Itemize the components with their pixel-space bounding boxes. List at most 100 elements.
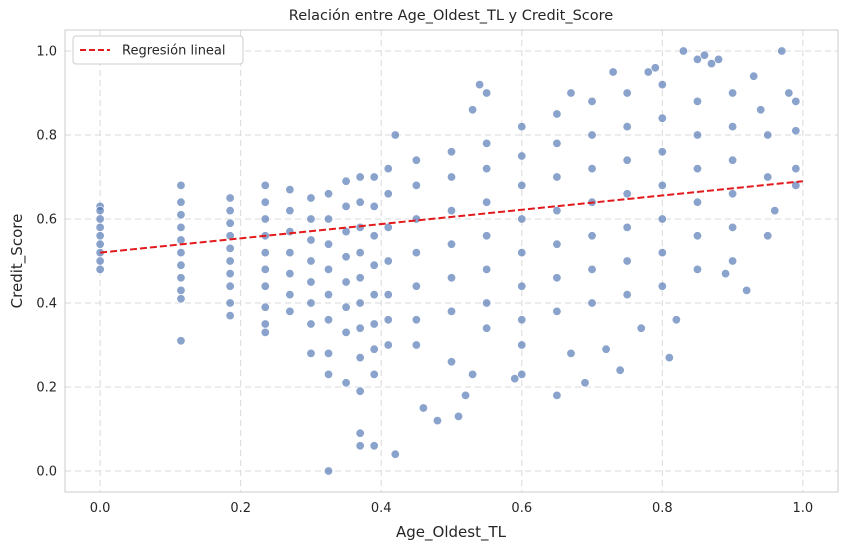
scatter-point [784, 88, 794, 98]
scatter-point [446, 206, 456, 216]
scatter-point [446, 172, 456, 182]
scatter-point [369, 201, 379, 211]
scatter-point [260, 180, 270, 190]
scatter-point [225, 298, 235, 308]
scatter-point [306, 214, 316, 224]
scatter-point [517, 122, 527, 132]
scatter-point [622, 189, 632, 199]
scatter-point [411, 180, 421, 190]
y-tick-label: 0.8 [36, 129, 57, 144]
scatter-point [355, 248, 365, 258]
scatter-point [260, 281, 270, 291]
scatter-point [692, 54, 702, 64]
scatter-point [552, 239, 562, 249]
scatter-point [643, 67, 653, 77]
scatter-point [383, 222, 393, 232]
scatter-point [390, 449, 400, 459]
scatter-point [306, 298, 316, 308]
scatter-point [622, 155, 632, 165]
x-tick-label: 0.0 [90, 501, 111, 516]
scatter-point [510, 374, 520, 384]
scatter-point [482, 323, 492, 333]
scatter-point [552, 273, 562, 283]
scatter-point [552, 390, 562, 400]
scatter-point [517, 180, 527, 190]
scatter-point [341, 201, 351, 211]
scatter-point [383, 340, 393, 350]
scatter-point [260, 327, 270, 337]
scatter-point [475, 80, 485, 90]
scatter-point [306, 277, 316, 287]
scatter-point [482, 264, 492, 274]
scatter-point [355, 441, 365, 451]
scatter-point [383, 290, 393, 300]
scatter-point [587, 164, 597, 174]
scatter-point [383, 315, 393, 325]
scatter-point [468, 105, 478, 115]
scatter-point [225, 256, 235, 266]
y-tick-label: 0.4 [36, 297, 57, 312]
x-tick-label: 1.0 [793, 501, 814, 516]
scatter-point [566, 88, 576, 98]
scatter-point [176, 273, 186, 283]
scatter-point [517, 340, 527, 350]
scatter-point [369, 369, 379, 379]
scatter-point [355, 172, 365, 182]
scatter-point [791, 96, 801, 106]
scatter-point [369, 172, 379, 182]
scatter-point [306, 319, 316, 329]
legend-label-regresion: Regresión lineal [122, 44, 226, 59]
scatter-point [225, 269, 235, 279]
scatter-point [176, 197, 186, 207]
scatter-point [225, 243, 235, 253]
scatter-point [176, 222, 186, 232]
scatter-point [517, 151, 527, 161]
scatter-point [369, 319, 379, 329]
scatter-point [176, 248, 186, 258]
scatter-point [285, 290, 295, 300]
scatter-point [306, 348, 316, 358]
scatter-point [692, 130, 702, 140]
scatter-point [341, 176, 351, 186]
scatter-point [552, 172, 562, 182]
scatter-point [482, 298, 492, 308]
scatter-point [369, 260, 379, 270]
scatter-point [482, 164, 492, 174]
scatter-point [411, 281, 421, 291]
scatter-point [601, 344, 611, 354]
scatter-point [306, 193, 316, 203]
scatter-point [324, 264, 334, 274]
scatter-point [324, 348, 334, 358]
scatter-point [587, 130, 597, 140]
scatter-point [552, 109, 562, 119]
scatter-point [176, 260, 186, 270]
scatter-point [95, 256, 105, 266]
scatter-point [285, 206, 295, 216]
scatter-point [446, 306, 456, 316]
scatter-point [390, 130, 400, 140]
scatter-point [95, 222, 105, 232]
scatter-point [260, 197, 270, 207]
scatter-point [341, 378, 351, 388]
scatter-point [615, 365, 625, 375]
scatter-point [95, 231, 105, 241]
scatter-point [728, 122, 738, 132]
scatter-point [411, 155, 421, 165]
scatter-point [777, 46, 787, 56]
scatter-point [225, 311, 235, 321]
scatter-point [657, 180, 667, 190]
scatter-point [622, 122, 632, 132]
chart-title: Relación entre Age_Oldest_TL y Credit_Sc… [289, 8, 614, 24]
scatter-point [324, 189, 334, 199]
scatter-point [552, 206, 562, 216]
x-tick-label: 0.8 [652, 501, 673, 516]
scatter-point [657, 248, 667, 258]
scatter-point [341, 277, 351, 287]
scatter-point [763, 231, 773, 241]
scatter-point [446, 239, 456, 249]
scatter-point [657, 113, 667, 123]
scatter-point [369, 231, 379, 241]
scatter-point [285, 185, 295, 195]
scatter-point [225, 206, 235, 216]
